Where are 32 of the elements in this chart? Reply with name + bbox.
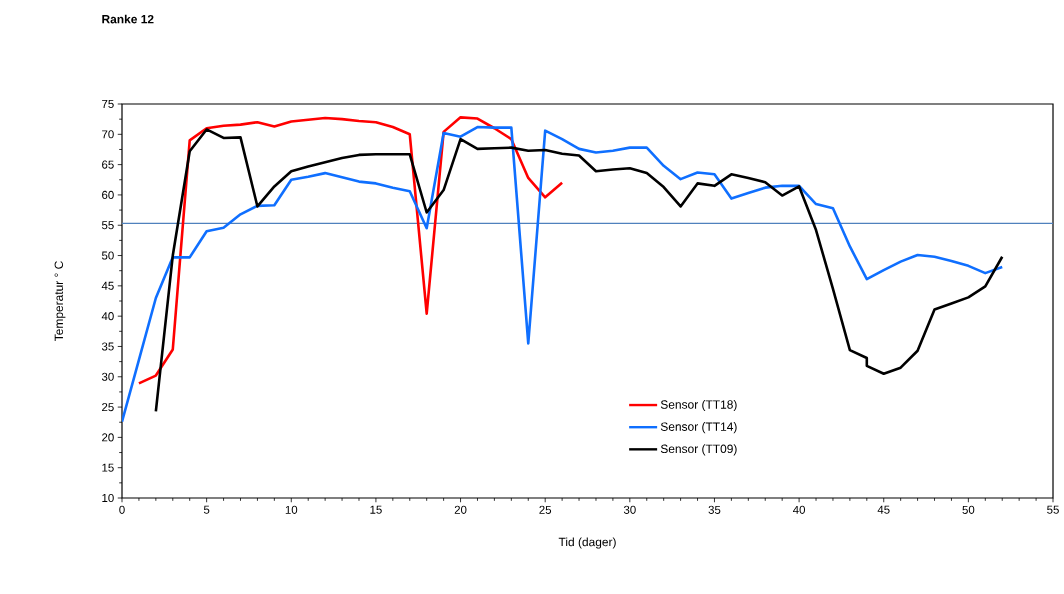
y-axis-title: Temperatur ° C — [54, 261, 66, 341]
legend-label: Sensor (TT18) — [660, 399, 737, 412]
x-axis-title: Tid (dager) — [558, 537, 616, 549]
y-tick-label: 70 — [102, 130, 114, 139]
chart-title: Ranke 12 — [102, 14, 154, 24]
y-tick-label: 55 — [101, 221, 114, 230]
x-tick-label: 30 — [623, 505, 636, 514]
x-tick-label: 5 — [203, 505, 210, 514]
y-tick-label: 40 — [101, 312, 114, 321]
x-tick-label: 55 — [1047, 505, 1059, 514]
y-tick-label: 60 — [102, 190, 114, 199]
x-tick-label: 25 — [539, 505, 552, 514]
legend-label: Sensor (TT14) — [660, 422, 737, 434]
y-tick-label: 50 — [101, 251, 114, 260]
y-tick-label: 15 — [102, 463, 114, 472]
x-tick-label: 20 — [454, 505, 467, 514]
x-tick-label: 50 — [962, 505, 975, 514]
y-tick-label: 30 — [101, 372, 114, 381]
legend-label: Sensor (TT09) — [660, 444, 737, 456]
x-tick-label: 10 — [285, 505, 298, 514]
y-tick-label: 10 — [102, 493, 114, 503]
x-tick-label: 15 — [370, 505, 382, 514]
x-tick-label: 0 — [119, 505, 125, 514]
y-tick-label: 65 — [102, 160, 114, 169]
y-tick-label: 75 — [102, 100, 114, 108]
x-tick-label: 45 — [877, 505, 890, 514]
y-tick-label: 45 — [101, 281, 114, 290]
x-tick-label: 40 — [792, 505, 806, 514]
y-tick-label: 25 — [102, 403, 114, 412]
x-tick-label: 35 — [708, 505, 721, 514]
y-tick-label: 35 — [101, 342, 114, 351]
y-tick-label: 20 — [102, 433, 114, 442]
